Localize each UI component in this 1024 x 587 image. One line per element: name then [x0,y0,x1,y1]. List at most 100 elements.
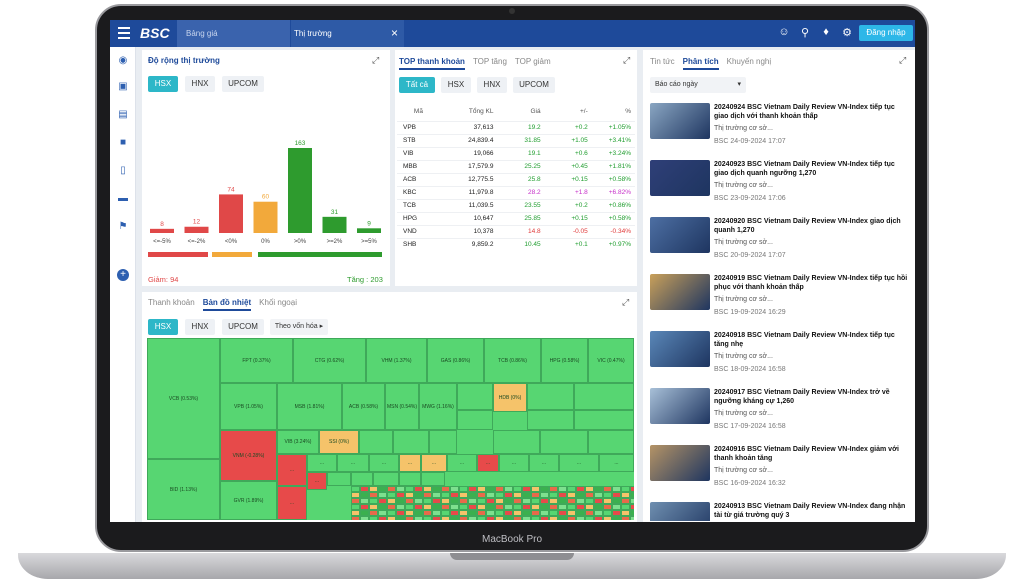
expand-icon[interactable]: ⤢ [372,55,380,65]
heatmap-cell[interactable] [540,498,549,504]
table-row[interactable]: VIB 19,066 19.1 +0.6 +3.24% [397,146,635,160]
heatmap-cell[interactable] [603,504,612,510]
heatmap-cell[interactable] [359,430,393,454]
heatmap-cell[interactable]: HDB (0%) [493,383,527,412]
breadth-bar[interactable] [150,228,174,233]
heatmap-cell[interactable] [450,510,459,516]
heatmap-cell[interactable] [621,504,630,510]
breadth-bar[interactable] [322,216,347,233]
heatmap-cell[interactable] [441,504,450,510]
heatmap-cell[interactable] [457,383,493,410]
heatmap-cell[interactable] [558,516,567,520]
heatmap-cell[interactable] [630,510,634,516]
heatmap-cell[interactable] [576,516,585,520]
heatmap-cell[interactable] [423,510,432,516]
heatmap-cell[interactable] [450,498,459,504]
heatmap-cell[interactable] [429,430,457,454]
sidebar-wallet-icon[interactable]: ▤ [118,109,128,120]
heatmap-cell[interactable] [450,504,459,510]
heatmap-cell[interactable] [477,504,486,510]
heatmap-cell[interactable] [612,504,621,510]
exchange-hsx-button[interactable]: HSX [148,76,178,92]
heatmap-cell[interactable] [495,510,504,516]
table-row[interactable]: ACB 12,775.5 25.8 +0.15 +0.58% [397,172,635,186]
heatmap-cell[interactable] [351,516,360,520]
heatmap-cell[interactable]: GAS (0.86%) [427,338,484,383]
heatmap-cell[interactable] [603,486,612,492]
heatmap-cell[interactable] [468,498,477,504]
heatmap-cell[interactable] [504,516,513,520]
heatmap-cell[interactable] [387,510,396,516]
news-item[interactable]: 20240924 BSC Vietnam Daily Review VN-Ind… [650,103,912,159]
heatmap-cell[interactable] [450,486,459,492]
news-item[interactable]: 20240919 BSC Vietnam Daily Review VN-Ind… [650,274,912,330]
heatmap-cell[interactable]: MWG (1.16%) [419,383,457,430]
heatmap-cell[interactable] [414,498,423,504]
heatmap-cell[interactable] [493,430,540,454]
heatmap-cell[interactable] [522,486,531,492]
filter-upcom-button[interactable]: UPCOM [513,77,555,93]
heatmap-cell[interactable] [504,498,513,504]
heatmap-cell[interactable] [360,510,369,516]
heatmap-cell[interactable] [423,516,432,520]
news-item[interactable]: 20240923 BSC Vietnam Daily Review VN-Ind… [650,160,912,216]
table-row[interactable]: SHB 9,859.2 10.45 +0.1 +0.97% [397,237,635,251]
heatmap-cell[interactable] [396,504,405,510]
heatmap-cell[interactable] [468,510,477,516]
sidebar-news-icon[interactable]: ■ [119,137,127,148]
heatmap-cell[interactable]: TCB (0.86%) [484,338,541,383]
heatmap-cell[interactable] [360,504,369,510]
breadth-bar[interactable] [253,201,278,233]
news-item[interactable]: 20240913 BSC Vietnam Daily Review VN-Ind… [650,502,912,521]
heatmap-cell[interactable] [567,492,576,498]
heatmap-cell[interactable]: VHM (1.37%) [366,338,427,383]
heatmap-cell[interactable] [594,486,603,492]
filter-hnx-button[interactable]: HNX [477,77,507,93]
news-item[interactable]: 20240916 BSC Vietnam Daily Review VN-Ind… [650,445,912,501]
heatmap-cell[interactable] [396,510,405,516]
heatmap-cell[interactable] [405,516,414,520]
heatmap-cell[interactable] [351,492,360,498]
bell-icon[interactable]: ♦ [823,26,829,38]
heatmap-cell[interactable] [540,492,549,498]
heatmap-cell[interactable] [432,492,441,498]
heatmap-cell[interactable] [387,492,396,498]
news-item[interactable]: 20240920 BSC Vietnam Daily Review VN-Ind… [650,217,912,273]
heatmap-cell[interactable] [486,498,495,504]
heatmap-cell[interactable] [421,472,445,486]
menu-icon[interactable] [118,27,130,39]
heatmap-cell[interactable] [432,486,441,492]
heatmap-cell[interactable] [567,516,576,520]
heatmap-cell[interactable] [369,504,378,510]
sidebar-chart-icon[interactable]: ▣ [118,81,128,92]
heatmap-cell[interactable] [588,430,634,454]
filter-all-button[interactable]: Tất cả [399,77,435,93]
tab-price-board[interactable]: Bảng giá [177,20,290,47]
heatmap-cell[interactable] [468,516,477,520]
heatmap-cell[interactable]: ... [447,454,477,472]
heatmap-cell[interactable] [414,504,423,510]
heatmap-cell[interactable] [576,486,585,492]
heatmap-cell[interactable] [432,516,441,520]
heatmap-cell[interactable] [378,486,387,492]
heatmap-cell[interactable] [567,498,576,504]
heatmap-cell[interactable] [405,486,414,492]
heatmap-cell[interactable] [522,510,531,516]
tab-market[interactable]: Thị trường × [291,20,404,47]
heatmap-hsx-button[interactable]: HSX [148,319,178,335]
heatmap-cell[interactable] [585,486,594,492]
heatmap-cell[interactable] [396,492,405,498]
heatmap-cell[interactable]: ... [337,454,369,472]
tab-analysis[interactable]: Phân tích [682,57,719,70]
heatmap-cell[interactable]: ... [529,454,559,472]
heatmap-cell[interactable]: VIC (0.47%) [588,338,634,383]
search-icon[interactable]: ⚲ [800,27,810,39]
heatmap-cell[interactable] [486,504,495,510]
heatmap-cell[interactable]: VIB (3.24%) [277,430,319,454]
tab-top-losers[interactable]: TOP giảm [514,57,551,66]
heatmap-cell[interactable] [369,498,378,504]
heatmap-cell[interactable] [396,486,405,492]
tab-foreign[interactable]: Khối ngoại [259,298,297,307]
heatmap-cell[interactable] [630,516,634,520]
heatmap-cell[interactable]: ... [307,472,327,490]
